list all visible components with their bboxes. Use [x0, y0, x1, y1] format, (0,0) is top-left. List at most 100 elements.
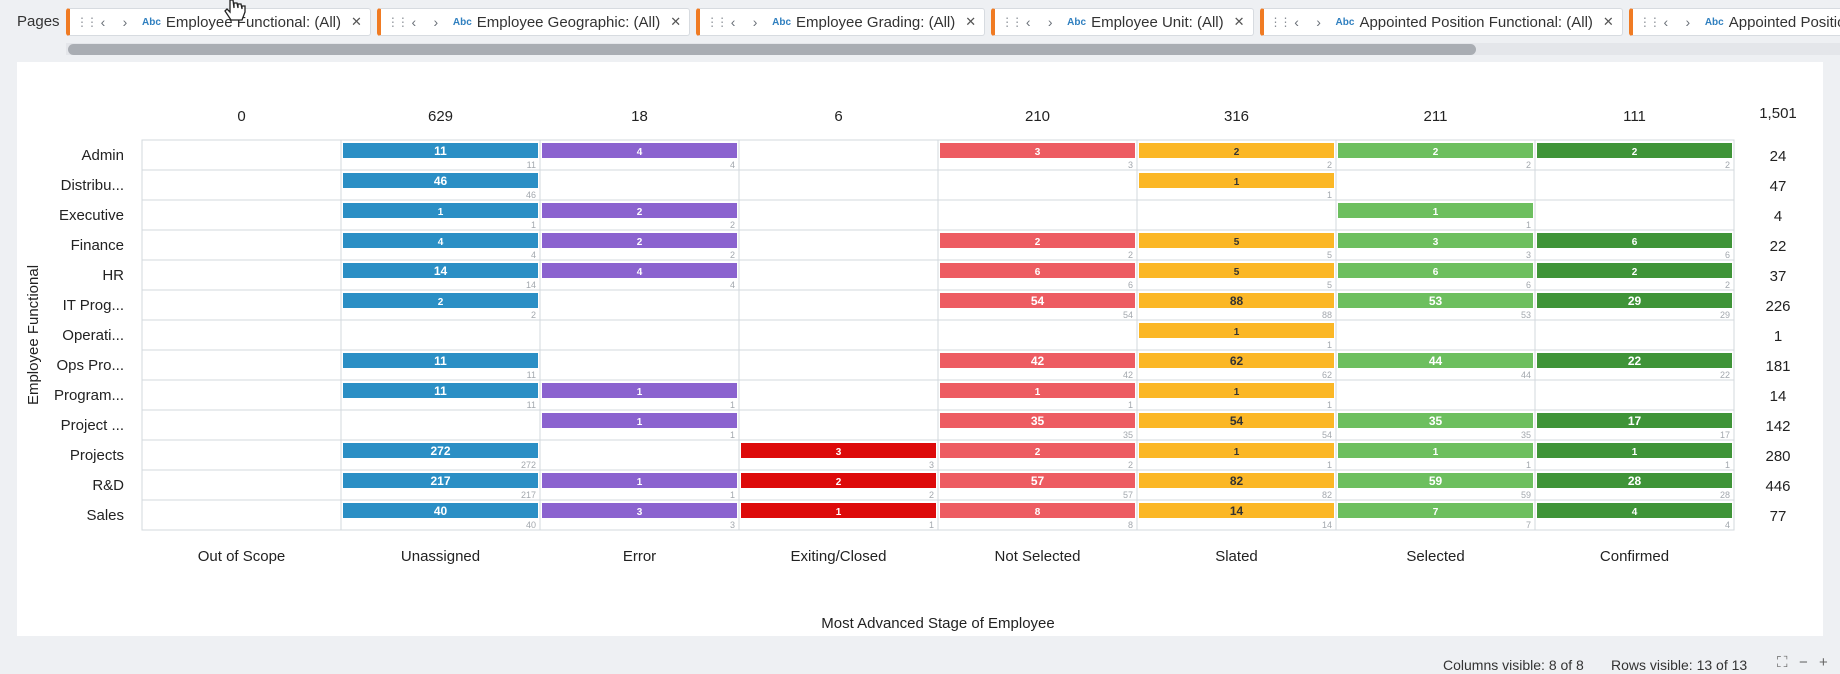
chevron-left-icon[interactable]: ‹	[1294, 14, 1299, 30]
data-bar	[343, 353, 538, 368]
chevron-left-icon[interactable]: ‹	[100, 14, 106, 30]
chevron-right-icon[interactable]: ›	[1685, 14, 1691, 30]
cell-count-label: 1	[1526, 220, 1531, 230]
data-bar	[542, 503, 737, 518]
filter-chip[interactable]: ⋮⋮ ‹ › Abc Appointed Position Functional: (A…	[1259, 8, 1623, 36]
close-icon[interactable]: ✕	[965, 14, 977, 29]
data-bar	[542, 473, 737, 488]
chevron-left-icon[interactable]: ‹	[1663, 14, 1669, 30]
bar-value-label: 1	[836, 507, 842, 518]
data-bar	[1338, 293, 1533, 308]
drag-handle-icon[interactable]: ⋮⋮	[386, 15, 409, 29]
row-total: 4	[1774, 208, 1782, 225]
row-total: 226	[1765, 298, 1790, 315]
hand-cursor-icon	[224, 0, 246, 21]
bar-value-label: 4	[637, 267, 643, 278]
pages-label: Pages	[17, 13, 60, 30]
drag-handle-icon[interactable]: ⋮⋮	[706, 15, 728, 29]
close-icon[interactable]: ✕	[1602, 14, 1614, 29]
bar-value-label: 35	[1429, 414, 1443, 428]
bar-value-label: 59	[1429, 474, 1443, 488]
chevron-right-icon[interactable]: ›	[1047, 14, 1053, 30]
bar-value-label: 1	[1632, 447, 1638, 458]
column-label: Selected	[1406, 548, 1464, 565]
filter-chip[interactable]: ⋮⋮‹ › Abc Appointed Position Geog	[1628, 8, 1840, 36]
data-bar	[940, 443, 1135, 458]
data-bar	[542, 233, 737, 248]
cell-count-label: 2	[730, 250, 735, 260]
bar-value-label: 217	[430, 474, 450, 488]
chevron-left-icon[interactable]: ‹	[730, 14, 736, 30]
bar-value-label: 57	[1031, 474, 1045, 488]
cell-count-label: 6	[1128, 280, 1133, 290]
cell-count-label: 2	[1128, 250, 1133, 260]
column-label: Confirmed	[1600, 548, 1669, 565]
row-label: Projects	[70, 447, 124, 464]
data-bar	[1139, 413, 1334, 428]
chevron-right-icon[interactable]: ›	[122, 14, 128, 30]
bar-value-label: 4	[438, 237, 444, 248]
filter-chip[interactable]: ⋮⋮ ‹ › Abc Employee Unit: (All) ✕	[991, 8, 1254, 36]
expand-icon[interactable]: ⛶	[1777, 654, 1788, 671]
cell-count-label: 3	[1128, 160, 1133, 170]
bar-value-label: 1	[637, 477, 643, 488]
data-bar	[1139, 173, 1334, 188]
zoom-in-icon[interactable]: +	[1819, 654, 1828, 671]
cell-count-label: 54	[1322, 430, 1332, 440]
chevron-left-icon[interactable]: ‹	[1025, 14, 1031, 30]
bar-value-label: 6	[1433, 267, 1439, 278]
row-total: 280	[1765, 448, 1790, 465]
zoom-out-icon[interactable]: −	[1799, 654, 1808, 671]
chevron-right-icon[interactable]: ›	[433, 14, 439, 30]
data-bar	[1537, 413, 1732, 428]
cell-count-label: 35	[1123, 430, 1133, 440]
cell-count-label: 42	[1123, 370, 1133, 380]
chevron-right-icon[interactable]: ›	[1316, 14, 1321, 30]
cell-count-label: 28	[1720, 490, 1730, 500]
cell-count-label: 1	[531, 220, 536, 230]
cell-count-label: 8	[1128, 520, 1133, 530]
cell-count-label: 1	[1725, 460, 1730, 470]
drag-handle-icon[interactable]: ⋮⋮	[1638, 15, 1661, 29]
cell-count-label: 22	[1720, 370, 1730, 380]
cell-count-label: 1	[1327, 400, 1332, 410]
scrollbar-thumb[interactable]	[68, 44, 1476, 55]
bar-value-label: 2	[637, 207, 643, 218]
row-total: 24	[1770, 148, 1787, 165]
data-bar	[1338, 203, 1533, 218]
cell-count-label: 217	[521, 490, 536, 500]
y-axis-title: Employee Functional	[25, 265, 42, 405]
chevron-left-icon[interactable]: ‹	[411, 14, 417, 30]
data-bar	[343, 143, 538, 158]
bar-value-label: 44	[1429, 354, 1443, 368]
bar-value-label: 17	[1628, 414, 1642, 428]
row-label: Project ...	[61, 417, 124, 434]
filter-chip[interactable]: ⋮⋮ ‹ › Abc Employee Grading: (All) ✕	[696, 8, 986, 36]
cell-count-label: 1	[1526, 460, 1531, 470]
bar-value-label: 6	[1035, 267, 1041, 278]
chevron-right-icon[interactable]: ›	[752, 14, 758, 30]
cell-count-label: 2	[1725, 160, 1730, 170]
rows-visible-status: Rows visible: 13 of 13	[1611, 657, 1748, 673]
drag-handle-icon[interactable]: ⋮⋮	[1001, 15, 1023, 29]
row-label: R&D	[92, 477, 124, 494]
filter-chip[interactable]: ⋮⋮ ‹ › Abc Employee Geographic: (All) ✕	[376, 8, 691, 36]
close-icon[interactable]: ✕	[670, 14, 682, 29]
close-icon[interactable]: ✕	[350, 14, 362, 29]
data-bar	[1338, 473, 1533, 488]
data-bar	[542, 143, 737, 158]
bar-value-label: 2	[1632, 267, 1638, 278]
close-icon[interactable]: ✕	[1233, 14, 1245, 29]
filter-chip-list: ⋮⋮ ‹ › Abc Employee Functional: (All) ✕ ⋮⋮ ‹ › Ab…	[66, 8, 1840, 36]
drag-handle-icon[interactable]: ⋮⋮	[1269, 15, 1292, 29]
data-bar	[940, 473, 1135, 488]
bar-value-label: 22	[1628, 354, 1642, 368]
cell-count-label: 11	[527, 370, 536, 380]
bar-value-label: 40	[434, 504, 448, 518]
cell-count-label: 1	[730, 430, 735, 440]
data-bar	[1139, 263, 1334, 278]
bar-value-label: 5	[1234, 267, 1240, 278]
drag-handle-icon[interactable]: ⋮⋮	[76, 15, 98, 29]
filter-chip[interactable]: ⋮⋮ ‹ › Abc Employee Functional: (All) ✕	[66, 8, 371, 36]
row-total: 47	[1770, 178, 1787, 195]
